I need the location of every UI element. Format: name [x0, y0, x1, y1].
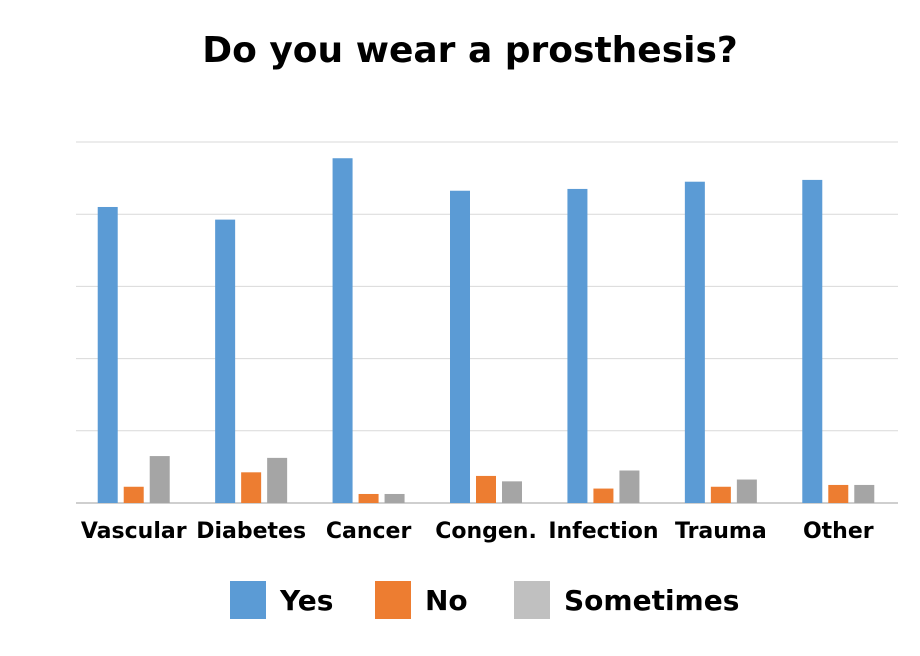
bar-sometimes-cancer [384, 493, 405, 503]
category-label: Trauma [675, 519, 767, 544]
chart-title: Do you wear a prosthesis? [202, 30, 738, 71]
category-labels: Vascular Diabetes Cancer Congen. Infection Tr… [81, 519, 874, 544]
legend-item-yes: Yes [230, 578, 333, 622]
bar-sometimes-other [854, 484, 875, 503]
bar-no-vascular [123, 486, 144, 503]
legend-swatch-yes [230, 581, 266, 619]
category-label: Other [803, 519, 874, 544]
bar-yes-other [802, 179, 823, 503]
bar-no-trauma [710, 486, 731, 503]
bar-yes-infection [567, 188, 588, 503]
legend-label-yes: Yes [280, 583, 334, 617]
legend-label-no: No [425, 583, 468, 617]
bar-yes-congen [450, 190, 470, 504]
legend-swatch-no [375, 581, 411, 619]
bar-yes-vascular [97, 206, 118, 504]
legend-label-sometimes: Sometimes [564, 583, 740, 617]
bar-sometimes-congen [502, 481, 522, 503]
legend-item-no: No [375, 578, 468, 622]
legend: Yes No Sometimes [0, 578, 920, 628]
bar-sometimes-diabetes [267, 457, 288, 503]
legend-item-sometimes: Sometimes [514, 578, 739, 622]
bar-yes-diabetes [215, 219, 236, 504]
bar-no-diabetes [241, 472, 262, 503]
bar-no-infection [593, 488, 614, 503]
bars [97, 158, 875, 504]
category-label: Diabetes [196, 519, 306, 544]
bar-sometimes-infection [619, 470, 640, 503]
bar-no-other [828, 484, 849, 503]
bar-no-cancer [358, 493, 379, 503]
bar-sometimes-vascular [149, 456, 170, 503]
bar-sometimes-trauma [736, 479, 757, 503]
bar-no-congen [476, 475, 496, 503]
category-label: Infection [548, 519, 658, 544]
category-label: Cancer [326, 519, 412, 544]
bar-yes-trauma [684, 181, 705, 503]
gridlines [76, 141, 898, 504]
category-label: Congen. [435, 519, 537, 544]
bar-yes-cancer [332, 158, 353, 503]
bar-chart: Vascular Diabetes Cancer Congen. Infection Tr… [76, 141, 898, 544]
legend-swatch-sometimes [514, 581, 550, 619]
category-label: Vascular [81, 519, 187, 544]
